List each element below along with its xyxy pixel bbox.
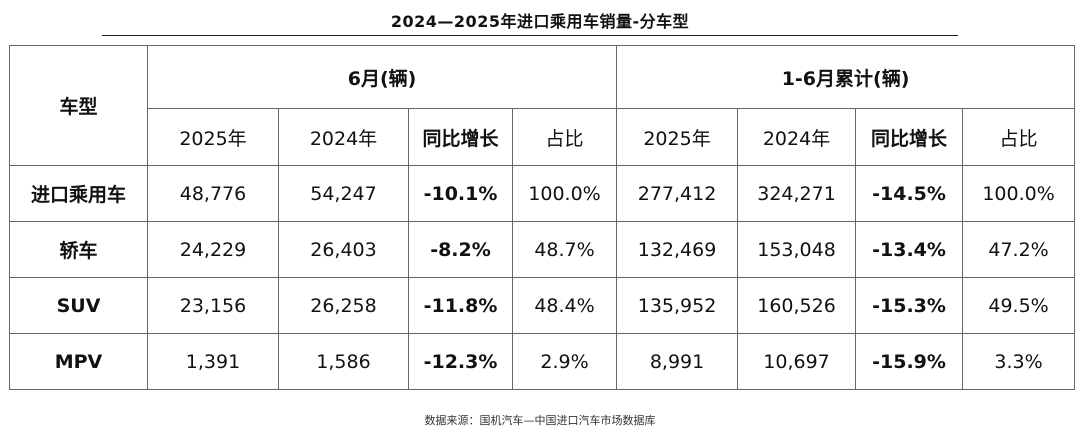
table-cell: -8.2%	[408, 221, 513, 278]
header-row-groups: 车型 6月(辆) 1-6月累计(辆)	[9, 45, 1076, 166]
corner-header: 车型	[9, 45, 148, 166]
table-cell: 324,271	[737, 165, 857, 222]
row-header: 进口乘用车	[9, 165, 148, 222]
table-cell: 10,697	[737, 333, 857, 390]
table-cell: -10.1%	[408, 165, 513, 222]
table-cell: 100.0%	[511, 165, 618, 222]
table-row: 轿车 24,229 26,403 -8.2% 48.7% 132,469 153…	[9, 221, 1076, 278]
table-cell: -12.3%	[408, 333, 513, 390]
table-cell: -14.5%	[855, 165, 964, 222]
table-cell: -13.4%	[855, 221, 964, 278]
table-cell: 47.2%	[962, 221, 1076, 278]
table-cell: 48.7%	[511, 221, 618, 278]
table-cell: 54,247	[278, 165, 409, 222]
row-header: 轿车	[9, 221, 148, 278]
col-header: 2025年	[616, 108, 739, 166]
table-cell: 277,412	[616, 165, 739, 222]
table-cell: 153,048	[737, 221, 857, 278]
group-header-june: 6月(辆)	[146, 45, 618, 109]
col-header: 2024年	[737, 108, 857, 166]
table-cell: 160,526	[737, 277, 857, 334]
table-cell: 3.3%	[962, 333, 1076, 390]
col-header: 同比增长	[408, 108, 513, 166]
table-cell: 8,991	[616, 333, 739, 390]
table-cell: 1,391	[147, 333, 279, 390]
table-cell: -15.3%	[855, 277, 964, 334]
table-cell: 100.0%	[962, 165, 1076, 222]
sales-table: 车型 6月(辆) 1-6月累计(辆) 2025年 2024年 同比增长 占比 2…	[9, 45, 1076, 390]
table-cell: 48.4%	[511, 277, 618, 334]
group-header-cumulative: 1-6月累计(辆)	[616, 45, 1076, 109]
header-row-columns: 2025年 2024年 同比增长 占比 2025年 2024年 同比增长 占比	[10, 108, 1076, 166]
table-cell: 23,156	[147, 277, 279, 334]
col-header: 占比	[511, 108, 618, 166]
table-cell: 49.5%	[962, 277, 1076, 334]
table-cell: 48,776	[147, 165, 279, 222]
table-row: 进口乘用车 48,776 54,247 -10.1% 100.0% 277,41…	[9, 165, 1076, 222]
table-cell: 135,952	[616, 277, 739, 334]
table-row: MPV 1,391 1,586 -12.3% 2.9% 8,991 10,697…	[9, 333, 1076, 390]
table-cell: -11.8%	[408, 277, 513, 334]
col-header: 占比	[962, 108, 1076, 166]
table-cell: 2.9%	[511, 333, 618, 390]
table-cell: 1,586	[278, 333, 409, 390]
data-source-note: 数据来源：国机汽车—中国进口汽车市场数据库	[424, 414, 656, 427]
table-cell: 26,403	[278, 221, 409, 278]
table-cell: 26,258	[278, 277, 409, 334]
col-header: 2025年	[147, 108, 279, 166]
table-cell: 24,229	[147, 221, 279, 278]
row-header: SUV	[9, 277, 148, 334]
table-title: 2024—2025年进口乘用车销量-分车型	[390, 12, 690, 31]
title-underline	[102, 35, 958, 36]
col-header: 2024年	[278, 108, 409, 166]
table-row: SUV 23,156 26,258 -11.8% 48.4% 135,952 1…	[9, 277, 1076, 334]
col-header: 同比增长	[855, 108, 964, 166]
table-cell: 132,469	[616, 221, 739, 278]
table-cell: -15.9%	[855, 333, 964, 390]
row-header: MPV	[9, 333, 148, 390]
